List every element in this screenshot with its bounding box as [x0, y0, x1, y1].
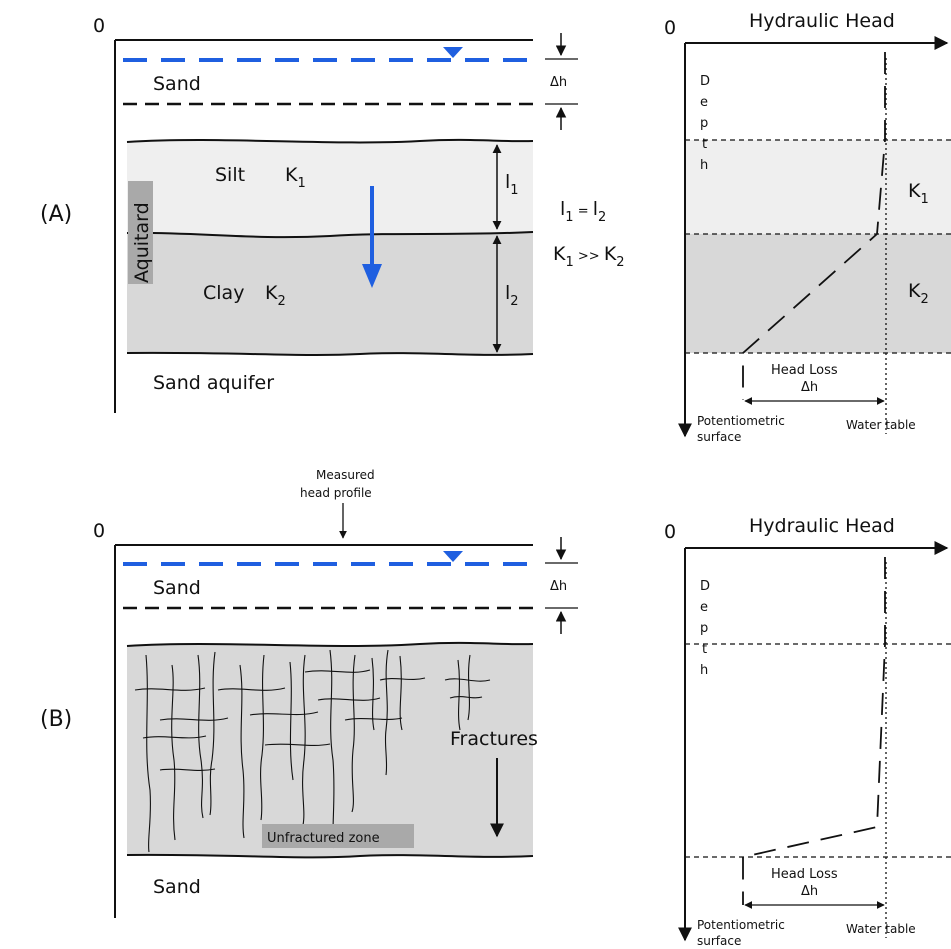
k1-label: K1	[285, 164, 306, 191]
sand-aquifer-label: Sand aquifer	[153, 372, 274, 394]
panel-a-water-table-symbol	[443, 47, 463, 58]
panel-b-delta-h: Δh	[550, 579, 567, 594]
graph-a-origin: 0	[664, 17, 676, 39]
panel-b-origin: 0	[93, 520, 105, 542]
panel-a-sand-top-label: Sand	[153, 73, 201, 95]
graph-a-k2-label: K2	[908, 280, 929, 307]
panel-b-sand-top-label: Sand	[153, 577, 201, 599]
graph-a-y-letter: e	[700, 95, 708, 110]
clay-bottom-boundary	[126, 351, 534, 356]
graph-b-delta-h: Δh	[801, 884, 818, 899]
graph-b-surface-label: surface	[697, 934, 741, 948]
graph-b-potentiometric-label: Potentiometric	[697, 918, 785, 932]
unfractured-zone-label-bg	[262, 824, 414, 848]
fracture-network	[134, 649, 491, 853]
panel-b-aquitard-bottom-boundary	[126, 853, 534, 859]
clay-layer	[127, 232, 533, 355]
flow-arrow-head	[362, 264, 382, 288]
measured-head-profile-label: head profile	[300, 486, 372, 500]
panel-b: (B) 0 Δh Measured head profile Sand Sand	[40, 468, 578, 918]
graph-b-y-letter: e	[700, 600, 708, 615]
equation-k1-much-greater-k2: K1 >> K2	[553, 243, 625, 270]
graph-b-y-letter: t	[702, 642, 707, 657]
graph-a-zone-k2	[685, 234, 951, 353]
graph-a-head-profile	[742, 52, 886, 400]
aquitard-label-bg	[128, 181, 153, 284]
silt-top-boundary	[126, 138, 534, 144]
l2-label: l2	[505, 282, 519, 309]
graph-b-x-axis-label: Hydraulic Head	[749, 515, 895, 537]
graph-a-y-axis-label: D e p t h	[700, 74, 710, 173]
k2-label: K2	[265, 282, 286, 309]
graph-a-potentiometric-label: Potentiometric	[697, 414, 785, 428]
graph-b-head-loss-label: Head Loss	[771, 867, 838, 882]
panel-b-sand-bottom-label: Sand	[153, 876, 201, 898]
graph-a-x-axis-label: Hydraulic Head	[749, 10, 895, 32]
graph-a-head-loss-label: Head Loss	[771, 363, 838, 378]
graph-a-zone-k1	[685, 140, 951, 234]
graph-b-y-letter: D	[700, 579, 710, 594]
measured-head-label: Measured	[316, 468, 375, 482]
graph-b-head-profile	[742, 557, 886, 905]
panel-b-aquitard-top-boundary	[126, 641, 534, 647]
panel-a-delta-h: Δh	[550, 75, 567, 90]
graph-a-delta-h: Δh	[801, 380, 818, 395]
panel-b-label: (B)	[40, 707, 72, 732]
fractures-label: Fractures	[450, 728, 538, 750]
silt-clay-boundary	[126, 231, 534, 239]
graph-a-y-letter: h	[700, 158, 708, 173]
unfractured-zone-label: Unfractured zone	[267, 831, 380, 846]
graph-b: 0 Hydraulic Head D e p t h Head Loss Δh …	[664, 515, 951, 948]
graph-b-y-letter: h	[700, 663, 708, 678]
graph-b-water-table-label: Water table	[846, 922, 916, 936]
aquitard-label: Aquitard	[131, 202, 153, 283]
panel-a-label: (A)	[40, 202, 72, 227]
fractured-aquitard-layer	[127, 642, 533, 858]
equation-l1-equals-l2: l1 = l2	[560, 198, 606, 225]
graph-a-y-letter: t	[702, 137, 707, 152]
graph-a-water-table-label: Water table	[846, 418, 916, 432]
silt-layer	[127, 139, 533, 238]
graph-a-k1-label: K1	[908, 180, 929, 207]
clay-label: Clay	[203, 282, 244, 304]
l1-label: l1	[505, 171, 519, 198]
graph-a-surface-label: surface	[697, 430, 741, 444]
graph-a: 0 Hydraulic Head D e p t h K1 K2 Head Lo…	[664, 10, 951, 444]
panel-a-origin: 0	[93, 15, 105, 37]
silt-label: Silt	[215, 164, 245, 186]
panel-a: (A) 0 Δh Sand Silt K1 Clay K2 Sand aquif…	[40, 15, 625, 413]
graph-b-y-axis-label: D e p t h	[700, 579, 710, 678]
graph-b-y-letter: p	[700, 621, 708, 636]
graph-a-y-letter: D	[700, 74, 710, 89]
graph-a-y-letter: p	[700, 116, 708, 131]
graph-b-origin: 0	[664, 521, 676, 543]
panel-b-water-table-symbol	[443, 551, 463, 562]
